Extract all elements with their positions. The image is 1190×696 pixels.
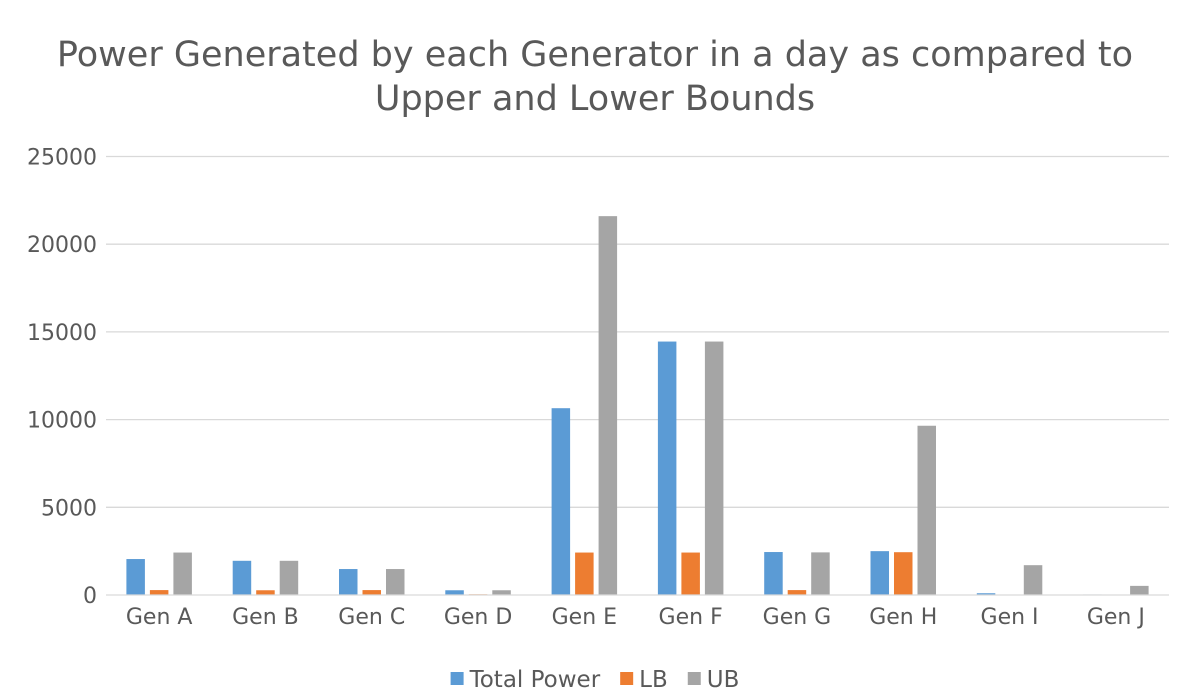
bar — [1023, 565, 1043, 595]
bar — [575, 552, 594, 595]
y-tick-label: 15000 — [27, 321, 97, 346]
x-tick-label: Gen E — [552, 605, 617, 630]
legend-swatch — [450, 672, 464, 685]
legend-item: UB — [687, 667, 740, 693]
bar — [445, 590, 464, 595]
x-tick-label: Gen C — [338, 605, 405, 630]
x-tick-label: Gen H — [869, 605, 937, 630]
bar — [704, 341, 724, 595]
legend-label: LB — [639, 667, 668, 693]
bar — [256, 590, 275, 595]
legend-swatch — [620, 672, 634, 685]
y-tick-label: 10000 — [27, 409, 97, 434]
y-tick-label: 5000 — [41, 496, 97, 521]
bar — [1130, 585, 1149, 595]
y-tick-label: 0 — [83, 584, 97, 609]
y-axis-ticks: 0 5000 10000 15000 20000 25000 — [27, 146, 97, 610]
legend: Total Power LB UB — [450, 667, 740, 693]
bar — [681, 552, 700, 595]
chart-title-line-1: Power Generated by each Generator in a d… — [57, 35, 1133, 75]
x-tick-label: Gen F — [659, 605, 723, 630]
bar — [386, 569, 405, 595]
bar — [279, 560, 299, 595]
gridlines — [106, 155, 1169, 508]
bar — [598, 216, 618, 595]
x-tick-label: Gen A — [126, 605, 193, 630]
x-tick-label: Gen I — [981, 605, 1039, 630]
bar — [551, 408, 571, 595]
bar — [149, 590, 169, 595]
bar — [764, 552, 783, 595]
bar — [232, 560, 252, 595]
x-tick-label: Gen J — [1087, 605, 1145, 630]
legend-swatch — [687, 672, 701, 685]
bar — [870, 551, 889, 595]
x-axis-ticks: Gen A Gen B Gen C Gen D Gen E Gen F Gen G Gen H… — [126, 605, 1145, 630]
y-tick-label: 20000 — [27, 233, 97, 258]
bar — [339, 569, 358, 595]
legend-item: Total Power — [450, 667, 601, 693]
legend-item: LB — [620, 667, 668, 693]
bar — [894, 552, 913, 595]
chart-title-line-2: Upper and Lower Bounds — [375, 79, 815, 119]
bar — [362, 590, 381, 595]
bars — [126, 216, 1149, 595]
bar — [917, 425, 936, 595]
x-tick-label: Gen G — [763, 605, 832, 630]
bar — [787, 590, 807, 595]
bar — [126, 559, 145, 595]
bar — [173, 552, 192, 595]
y-tick-label: 25000 — [27, 146, 97, 171]
x-tick-label: Gen B — [232, 605, 299, 630]
bar — [811, 552, 830, 595]
bar — [492, 590, 511, 595]
legend-label: UB — [707, 667, 740, 693]
legend-label: Total Power — [469, 667, 601, 693]
bar — [976, 593, 996, 595]
bar — [657, 341, 677, 595]
x-tick-label: Gen D — [444, 605, 512, 630]
